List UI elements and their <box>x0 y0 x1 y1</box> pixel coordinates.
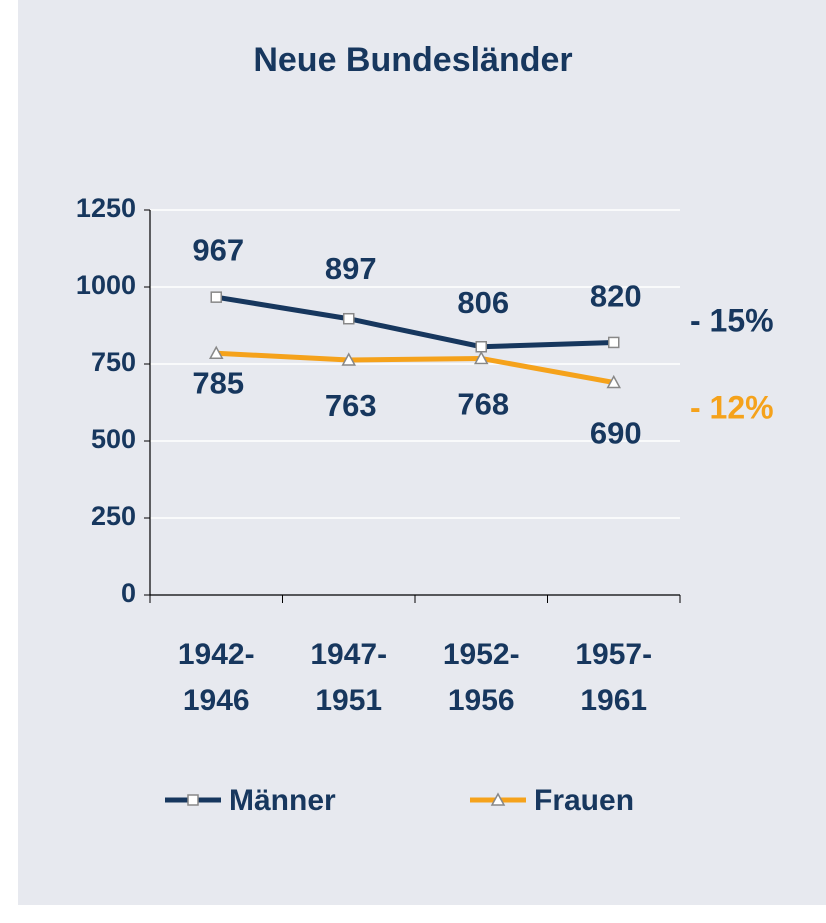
legend-marker <box>490 792 506 806</box>
point <box>208 345 224 359</box>
x-tick-label: 1957-1961 <box>575 638 653 717</box>
chart-title: Neue Bundesländer <box>253 41 572 79</box>
series-line <box>215 294 614 350</box>
series-line <box>216 350 615 385</box>
legend-label: Männer <box>229 784 336 817</box>
data-label: 768 <box>457 387 509 422</box>
legend-label: Frauen <box>534 784 634 817</box>
y-tick-label: 1000 <box>76 270 136 300</box>
y-tick-label: 250 <box>91 501 136 531</box>
point <box>341 352 357 366</box>
y-tick-label: 0 <box>121 578 136 608</box>
point <box>343 312 355 325</box>
data-label: 690 <box>590 416 642 451</box>
data-label: 897 <box>325 251 377 286</box>
point <box>608 336 620 349</box>
data-label: 806 <box>457 285 509 320</box>
y-tick-label: 500 <box>91 424 136 454</box>
annotation: - 15% <box>690 302 774 338</box>
y-tick-label: 1250 <box>76 193 136 223</box>
data-label: 763 <box>325 388 377 423</box>
x-tick-label: 1947-1951 <box>310 638 388 717</box>
annotation: - 12% <box>690 389 774 425</box>
x-tick-label: 1942-1946 <box>177 638 255 717</box>
point <box>606 374 622 389</box>
x-tick-label: 1952-1956 <box>442 638 520 717</box>
y-tick-label: 750 <box>91 347 136 377</box>
point <box>210 291 222 303</box>
point <box>473 350 489 365</box>
point <box>475 341 487 353</box>
data-label: 967 <box>192 232 244 267</box>
data-label: 820 <box>590 279 642 314</box>
data-label: 785 <box>192 365 244 400</box>
panel <box>18 0 826 905</box>
legend-marker <box>187 794 199 806</box>
